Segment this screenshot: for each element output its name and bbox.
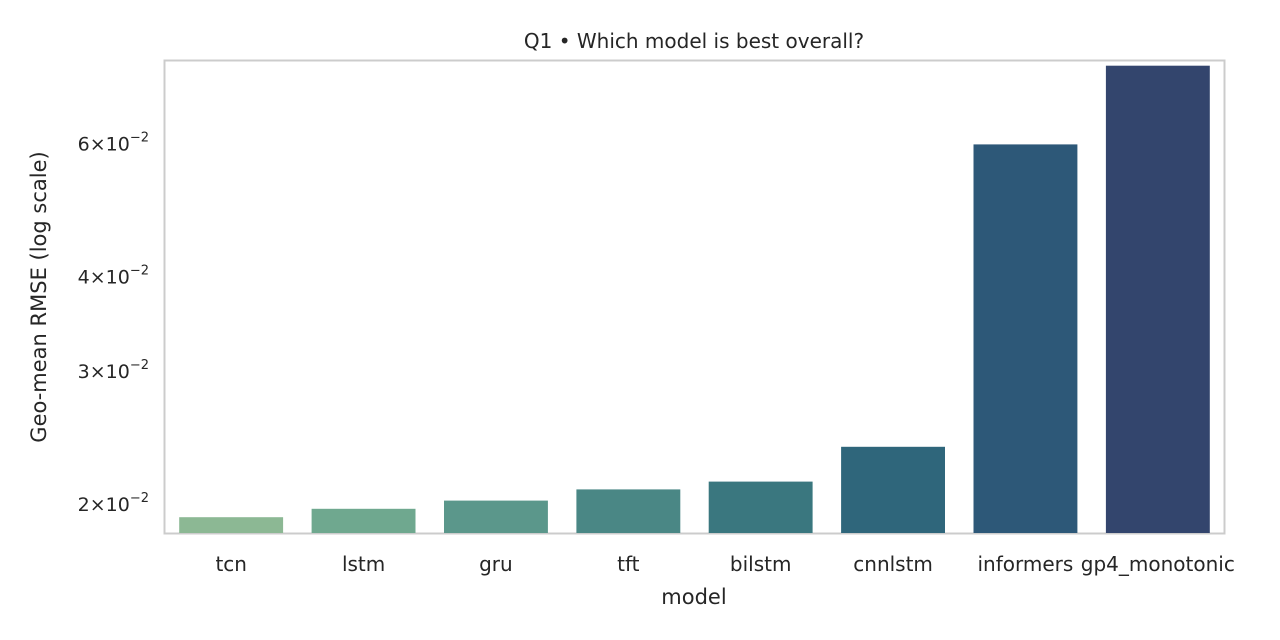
x-tick-label: informers: [977, 552, 1073, 576]
bar-lstm: [311, 508, 416, 533]
bar-bilstm: [708, 481, 813, 533]
y-axis-label: Geo-mean RMSE (log scale): [27, 151, 51, 442]
bar-cnnlstm: [841, 446, 945, 533]
bar-tcn: [179, 517, 284, 533]
x-tick-label: bilstm: [730, 552, 792, 576]
x-tick-label: tcn: [215, 552, 247, 576]
y-tick-label: 2×10−2: [78, 491, 149, 516]
x-tick-label: tft: [617, 552, 640, 576]
x-tick-label: gp4_monotonic: [1081, 552, 1235, 576]
x-axis-label: model: [661, 585, 726, 609]
y-tick-label: 6×10−2: [78, 130, 149, 155]
plot-frame: [163, 59, 1226, 535]
bar-tft: [576, 489, 681, 533]
x-tick-label: gru: [479, 552, 513, 576]
chart-title: Q1 • Which model is best overall?: [524, 29, 864, 53]
bars-group: [179, 65, 1210, 533]
x-tick-label: cnnlstm: [853, 552, 933, 576]
bar-gp4_monotonic: [1105, 65, 1210, 533]
x-tick-labels: tcn lstm gru tft bilstm cnnlstm informers gp4_m…: [215, 552, 1234, 576]
bar-gru: [444, 500, 548, 533]
x-tick-label: lstm: [342, 552, 385, 576]
y-tick-label: 4×10−2: [78, 263, 149, 288]
y-tick-label: 3×10−2: [78, 358, 149, 383]
y-tick-labels: 2×10−2 3×10−2 4×10−2 6×10−2: [78, 130, 149, 516]
bar-informers: [973, 144, 1078, 533]
